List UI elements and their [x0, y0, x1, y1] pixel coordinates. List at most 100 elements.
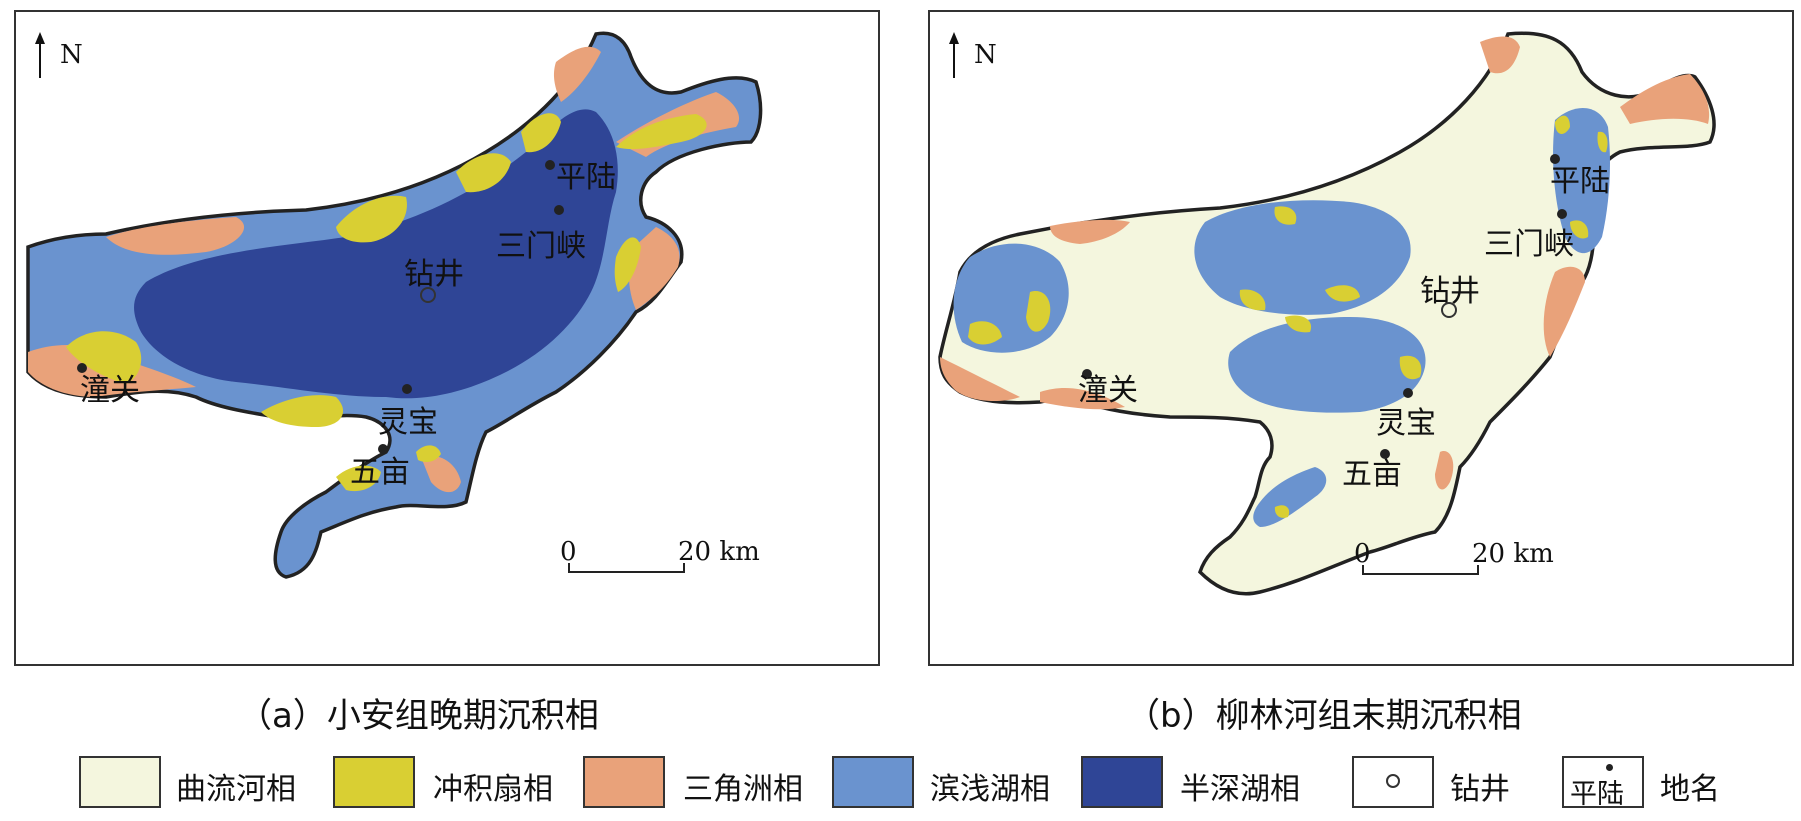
legend-place-sample: 平陆 — [1570, 779, 1624, 810]
fan-b-3 — [1274, 206, 1297, 225]
delta-b-5 — [1620, 74, 1710, 124]
scale-bar: 0 20 km — [556, 537, 760, 587]
legend: 曲流河相 冲积扇相 三角洲相 滨浅湖相 半深湖相 钻井 平陆 地名 — [0, 752, 1801, 812]
scale-tick — [568, 563, 570, 573]
north-label: N — [974, 40, 997, 70]
north-indicator: N — [948, 32, 1008, 92]
place-lingbao: 灵宝 — [1376, 406, 1436, 441]
fan-b-9 — [1597, 131, 1608, 153]
place-sanmenxia: 三门峡 — [1484, 227, 1574, 262]
place-dot-icon — [1403, 388, 1413, 398]
fan-b-8 — [1555, 115, 1570, 134]
legend-label-delta: 三角洲相 — [683, 772, 803, 807]
legend-swatch-shallow-lake — [832, 756, 914, 808]
fan-a-9 — [416, 445, 441, 462]
delta-b-6 — [1543, 266, 1585, 357]
fan-b-5 — [1325, 285, 1360, 302]
delta-b-2 — [940, 357, 1020, 402]
north-arrow-icon — [35, 32, 45, 78]
scale-tick — [1362, 565, 1364, 575]
place-wumu: 五亩 — [1342, 457, 1402, 492]
fan-b-6 — [1285, 315, 1312, 333]
legend-label-place: 地名 — [1660, 772, 1720, 807]
fan-a-5 — [521, 113, 561, 153]
fan-a-3 — [336, 195, 407, 243]
caption-a: （a）小安组晚期沉积相 — [238, 696, 599, 736]
place-pinglu: 平陆 — [556, 160, 616, 195]
legend-label-shallow-lake: 滨浅湖相 — [930, 772, 1050, 807]
delta-a-3 — [628, 227, 680, 310]
map-panel-b: N 平陆 三门峡 钻井 潼关 灵宝 五亩 0 20 km — [928, 10, 1794, 666]
fan-a-4 — [456, 153, 511, 193]
place-lingbao: 灵宝 — [378, 405, 438, 440]
place-dot-icon — [77, 363, 87, 373]
fan-b-1 — [1026, 291, 1051, 332]
place-well: 钻井 — [1420, 274, 1480, 309]
fan-a-2 — [261, 395, 344, 427]
delta-b-3 — [1040, 387, 1125, 410]
scale-end-label: 20 km — [678, 537, 760, 567]
place-wumu: 五亩 — [350, 455, 410, 490]
place-tongguan: 潼关 — [1078, 373, 1138, 408]
fan-b-10 — [1570, 220, 1589, 239]
legend-label-semi-deep-lake: 半深湖相 — [1180, 772, 1300, 807]
place-dot-icon — [402, 384, 412, 394]
legend-swatch-alluvial-fan — [333, 756, 415, 808]
place-dot-icon — [545, 160, 555, 170]
fan-a-6 — [616, 114, 707, 150]
fan-a-8 — [336, 465, 381, 492]
place-dot-icon — [1380, 449, 1390, 459]
legend-swatch-well — [1352, 756, 1434, 808]
place-pinglu: 平陆 — [1550, 164, 1610, 199]
place-sanmenxia: 三门峡 — [496, 229, 586, 264]
legend-swatch-meander — [79, 756, 161, 808]
place-dot-icon — [1550, 154, 1560, 164]
shallow-lake-b-2 — [1194, 200, 1411, 315]
facies-map-b — [938, 31, 1716, 596]
north-label: N — [60, 40, 83, 70]
legend-label-meander: 曲流河相 — [176, 772, 296, 807]
delta-b-1 — [1050, 219, 1130, 244]
scale-tick — [1477, 565, 1479, 575]
fan-a-7 — [614, 237, 641, 292]
map-panel-a: N 平陆 三门峡 钻井 潼关 灵宝 五亩 0 20 km — [14, 10, 880, 666]
fan-a-1 — [66, 331, 142, 384]
shallow-lake-b-3 — [1228, 317, 1426, 413]
place-tongguan: 潼关 — [80, 373, 140, 408]
place-dot-icon — [1606, 764, 1613, 771]
delta-a-6 — [421, 455, 461, 493]
place-dot-icon — [554, 205, 564, 215]
scale-end-label: 20 km — [1472, 539, 1554, 569]
legend-swatch-delta — [583, 756, 665, 808]
place-dot-icon — [1082, 369, 1092, 379]
fan-b-4 — [1239, 289, 1266, 311]
legend-swatch-semi-deep-lake — [1081, 756, 1163, 808]
scale-bar: 0 20 km — [1350, 539, 1554, 589]
scale-tick — [683, 563, 685, 573]
delta-b-4 — [1480, 36, 1520, 74]
legend-swatch-place: 平陆 — [1562, 756, 1644, 810]
delta-b-8 — [1435, 451, 1454, 490]
shallow-lake-b-4 — [1553, 107, 1610, 254]
delta-a-5 — [553, 46, 601, 102]
place-dot-icon — [1557, 209, 1567, 219]
well-circle-icon — [1441, 302, 1457, 318]
caption-b: （b）柳林河组末期沉积相 — [1126, 696, 1522, 736]
shallow-lake-b-5 — [1253, 467, 1327, 527]
scale-start-label: 0 — [1354, 539, 1371, 569]
well-circle-icon — [1386, 774, 1400, 788]
scale-line — [568, 571, 685, 573]
place-well: 钻井 — [404, 257, 464, 292]
scale-line — [1362, 573, 1479, 575]
fan-b-2 — [968, 321, 1002, 345]
north-indicator: N — [34, 32, 94, 92]
fan-b-11 — [1274, 505, 1290, 518]
legend-label-well: 钻井 — [1450, 772, 1510, 807]
legend-label-alluvial-fan: 冲积扇相 — [433, 772, 553, 807]
scale-start-label: 0 — [560, 537, 577, 567]
north-arrow-icon — [949, 32, 959, 78]
place-dot-icon — [378, 444, 388, 454]
fan-b-7 — [1399, 355, 1422, 380]
facies-map-a — [26, 31, 763, 579]
delta-a-1 — [106, 217, 245, 255]
